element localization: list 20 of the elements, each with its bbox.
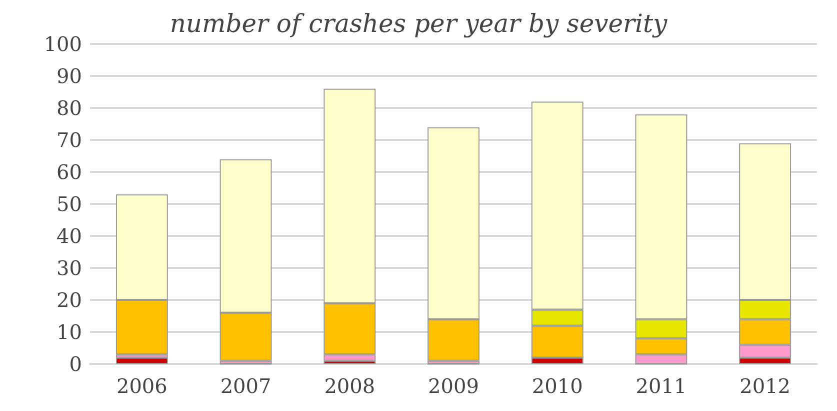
x-tick-label: 2012 [740,374,791,398]
x-tick-label: 2010 [532,374,583,398]
y-tick-label: 90 [56,64,82,88]
y-tick-label: 30 [56,256,82,280]
x-tick-label: 2008 [324,374,376,398]
x-tick-label: 2006 [116,374,168,398]
y-tick-label: 10 [56,320,82,344]
x-tick-label: 2009 [428,374,479,398]
y-tick-label: 0 [69,352,82,376]
chart-title: number of crashes per year by severity [170,9,668,38]
y-tick-label: 60 [56,160,82,184]
y-tick-label: 40 [56,224,82,248]
y-tick-label: 100 [44,32,82,56]
y-tick-label: 20 [56,288,82,312]
x-tick-label: 2011 [636,374,687,398]
y-tick-label: 70 [56,128,82,152]
x-tick-label: 2007 [220,374,272,398]
y-tick-label: 80 [56,96,82,120]
y-tick-label: 50 [56,192,82,216]
bar [116,358,168,364]
